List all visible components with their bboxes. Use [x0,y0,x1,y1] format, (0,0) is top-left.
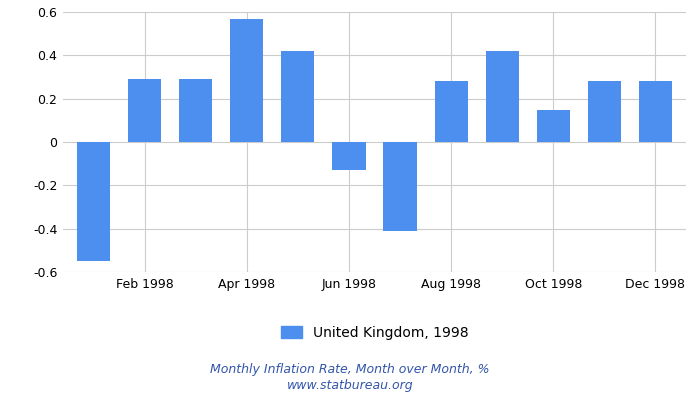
Bar [230,18,263,142]
Bar [77,142,110,261]
Bar [588,81,621,142]
Bar [332,142,365,170]
Bar [435,81,468,142]
Text: www.statbureau.org: www.statbureau.org [287,380,413,392]
Bar [486,51,519,142]
Bar [639,81,672,142]
Bar [128,79,161,142]
Bar [537,110,570,142]
Bar [281,51,314,142]
Legend: United Kingdom, 1998: United Kingdom, 1998 [281,326,468,340]
Bar [384,142,416,231]
Bar [179,79,212,142]
Text: Monthly Inflation Rate, Month over Month, %: Monthly Inflation Rate, Month over Month… [210,364,490,376]
